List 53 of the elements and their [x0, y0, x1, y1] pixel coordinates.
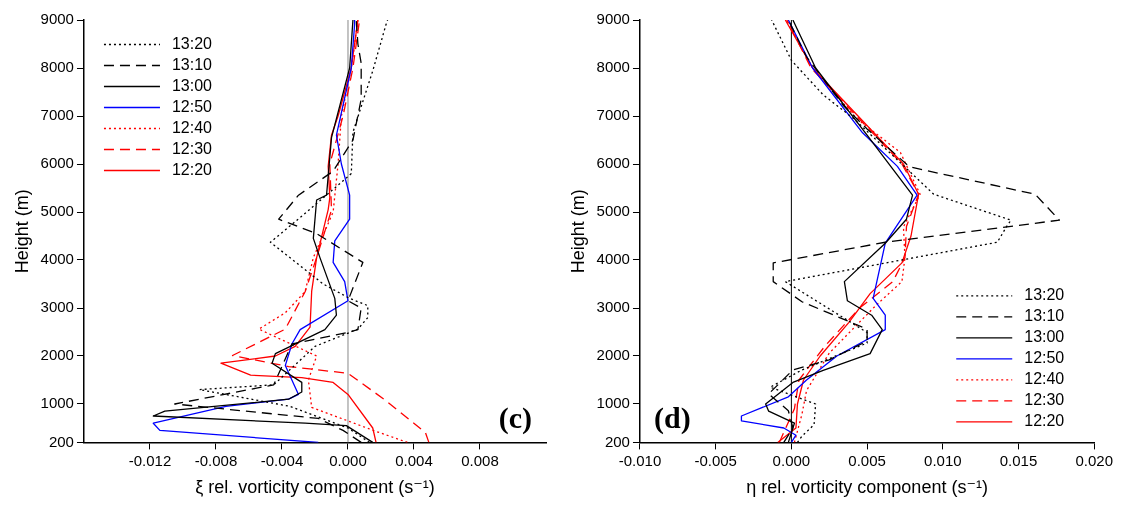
legend-label: 12:20 [171, 160, 213, 178]
legend-label: 12:20 [1024, 412, 1065, 430]
x-tick-label: -0.012 [128, 451, 172, 469]
legend-label: 13:00 [171, 76, 213, 94]
legend-label: 12:30 [1024, 391, 1065, 409]
legend-label: 12:50 [1024, 349, 1065, 367]
y-axis-title: Height (m) [567, 189, 588, 274]
annotation: (c) [498, 401, 532, 436]
x-tick-label: -0.004 [260, 451, 304, 469]
y-tick-label: 2000 [40, 346, 74, 364]
x-tick-label: -0.005 [694, 451, 737, 469]
y-tick-label: 2000 [596, 346, 630, 364]
legend-label: 13:20 [1024, 286, 1065, 304]
y-tick-label: 5000 [40, 202, 74, 220]
x-tick-label: -0.008 [194, 451, 238, 469]
y-tick-label: 9000 [40, 10, 74, 28]
x-tick-label: 0.005 [848, 451, 886, 469]
x-tick-label: 0.020 [1075, 451, 1114, 469]
y-tick-label: 7000 [40, 106, 74, 124]
legend-label: 12:40 [171, 118, 213, 136]
x-tick-label: 0.000 [329, 451, 367, 469]
y-tick-label: 8000 [596, 58, 630, 76]
y-tick-label: 8000 [40, 58, 74, 76]
legend-label: 13:00 [1024, 328, 1065, 346]
y-tick-label: 6000 [596, 154, 630, 172]
y-tick-label: 1000 [596, 394, 630, 412]
y-axis-title: Height (m) [11, 189, 32, 274]
x-tick-label: 0.010 [924, 451, 962, 469]
x-axis-title: ξ rel. vorticity component (s⁻¹) [195, 477, 435, 498]
legend-label: 12:40 [1024, 370, 1065, 388]
y-tick-label: 200 [604, 432, 630, 450]
x-tick-label: 0.008 [461, 451, 499, 469]
y-tick-label: 7000 [596, 106, 630, 124]
y-tick-label: 6000 [40, 154, 74, 172]
x-tick-label: 0.000 [772, 451, 811, 469]
y-tick-label: 4000 [40, 250, 74, 268]
legend-label: 13:10 [1024, 307, 1065, 325]
annotation: (d) [653, 401, 691, 436]
x-tick-label: 0.015 [999, 451, 1038, 469]
legend-label: 12:50 [171, 97, 213, 115]
x-axis-title: η rel. vorticity component (s⁻¹) [746, 477, 988, 498]
x-tick-label: -0.010 [618, 451, 662, 469]
y-tick-label: 9000 [596, 10, 630, 28]
legend-label: 12:30 [171, 139, 213, 157]
y-tick-label: 200 [48, 432, 74, 450]
y-tick-label: 5000 [596, 202, 630, 220]
legend-label: 13:20 [171, 34, 213, 52]
y-tick-label: 4000 [596, 250, 630, 268]
y-tick-label: 3000 [596, 298, 630, 316]
legend-label: 13:10 [171, 55, 213, 73]
y-tick-label: 1000 [40, 394, 74, 412]
y-tick-label: 3000 [40, 298, 74, 316]
x-tick-label: 0.004 [395, 451, 433, 469]
